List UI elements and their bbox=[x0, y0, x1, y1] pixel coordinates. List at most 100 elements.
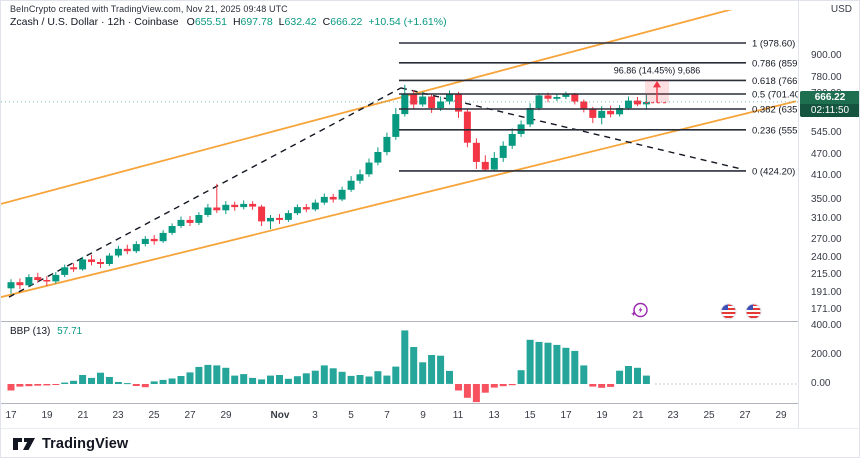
candle-up bbox=[338, 186, 346, 202]
tradingview-logo-icon[interactable] bbox=[12, 435, 36, 453]
candle-up bbox=[177, 216, 185, 229]
candle-up bbox=[625, 96, 632, 110]
bbp-bar bbox=[16, 384, 24, 387]
time-axis-label: 3 bbox=[312, 410, 318, 421]
bbp-bar bbox=[213, 365, 221, 384]
time-axis-label: 21 bbox=[77, 410, 89, 421]
bbp-bar bbox=[195, 366, 203, 384]
ai-event-icon[interactable] bbox=[630, 301, 649, 325]
candle-down bbox=[428, 94, 436, 113]
candle-up bbox=[517, 120, 525, 137]
candle-down bbox=[249, 201, 257, 210]
bbp-bar bbox=[580, 365, 588, 384]
price-axis-label: 545.00 bbox=[811, 127, 842, 138]
price-range-measure[interactable]: 96.86 (14.45%) 9,686 bbox=[614, 65, 701, 104]
candle-up bbox=[132, 241, 140, 254]
candle-down bbox=[97, 258, 104, 268]
candle-up bbox=[347, 176, 355, 192]
bbp-bar bbox=[616, 370, 624, 384]
candle-up bbox=[356, 169, 364, 184]
bbp-bar bbox=[34, 384, 42, 386]
candle-up bbox=[52, 272, 60, 284]
time-axis-label: 17 bbox=[560, 410, 572, 421]
bbp-bar bbox=[258, 379, 266, 384]
indicator-name: BBP (13) bbox=[10, 326, 51, 337]
us-flag-event-icon[interactable] bbox=[745, 303, 762, 325]
bbp-bar bbox=[70, 380, 78, 384]
time-axis-label: Nov bbox=[270, 410, 290, 421]
bbp-bar bbox=[168, 378, 176, 384]
candle-down bbox=[70, 263, 78, 273]
bbp-bar bbox=[320, 365, 328, 384]
bbp-bar bbox=[508, 384, 516, 386]
candle-down bbox=[34, 272, 42, 283]
bbp-bar bbox=[383, 375, 391, 384]
time-axis-label: 19 bbox=[41, 410, 53, 421]
time-axis-label: 27 bbox=[184, 410, 196, 421]
price-axis-label: 240.00 bbox=[811, 252, 842, 263]
candle-up bbox=[7, 279, 15, 294]
bbp-bar bbox=[61, 382, 69, 384]
bbp-bar bbox=[446, 370, 453, 384]
candle-down bbox=[123, 244, 131, 255]
candle-up bbox=[105, 253, 113, 266]
bbp-bar bbox=[284, 378, 292, 384]
time-axis-label: 25 bbox=[703, 410, 715, 421]
bbp-bar bbox=[329, 368, 337, 384]
bbp-bar bbox=[25, 384, 33, 387]
bbp-bar bbox=[293, 376, 301, 384]
ohlc-open: O655.51 bbox=[186, 16, 227, 28]
main-pane: 1 (978.60) 0.786 (859.96) 0.618 (766.82) 0.… bbox=[1, 7, 798, 298]
bbp-bar bbox=[428, 355, 436, 384]
bbp-bar bbox=[302, 373, 310, 384]
bbp-bar bbox=[97, 372, 104, 384]
channel-lower[interactable] bbox=[1, 100, 797, 298]
candle-up bbox=[374, 147, 382, 166]
time-axis[interactable]: 17 19 21 23 25 27 29 Nov 3 5 7 9 11 13 15 17 19 21 23 25 27 2… bbox=[1, 404, 798, 428]
bbp-axis-label: 0.00 bbox=[811, 378, 831, 389]
candle-up bbox=[535, 93, 543, 111]
time-axis-label: 5 bbox=[348, 410, 354, 421]
fib-level-label: 1 (978.60) bbox=[752, 39, 795, 50]
bbp-bar bbox=[490, 384, 498, 388]
time-axis-label: 27 bbox=[739, 410, 751, 421]
ohlc-close: C666.22 bbox=[322, 16, 363, 28]
candle-up bbox=[562, 91, 570, 100]
bbp-bar bbox=[607, 384, 615, 387]
candle-down bbox=[607, 105, 615, 118]
tradingview-logo-text[interactable]: TradingView bbox=[42, 435, 129, 452]
bbp-bar bbox=[356, 375, 364, 384]
candle-up bbox=[168, 223, 176, 235]
time-axis-label: 17 bbox=[5, 410, 17, 421]
channel-upper[interactable] bbox=[1, 7, 741, 205]
price-axis[interactable]: USD 900.00780.00700.00620.00545.00470.00… bbox=[798, 1, 859, 428]
candle-up bbox=[508, 128, 516, 149]
candle-down bbox=[329, 193, 337, 203]
bbp-bar bbox=[481, 384, 489, 393]
bbp-bar bbox=[114, 382, 122, 384]
bbp-bar bbox=[544, 342, 552, 384]
bbp-bar bbox=[455, 384, 462, 391]
candle-up bbox=[61, 264, 69, 278]
bbp-bar bbox=[132, 384, 140, 386]
bbp-bar bbox=[123, 383, 131, 385]
candle-up bbox=[499, 141, 507, 162]
bbp-bar bbox=[347, 375, 355, 384]
candle-up bbox=[195, 212, 203, 225]
indicator-label[interactable]: BBP (13) 57.71 bbox=[10, 326, 82, 337]
rising-trendline[interactable] bbox=[8, 87, 402, 298]
price-change: +10.54 (+1.61%) bbox=[368, 16, 447, 28]
price-axis-label: 215.00 bbox=[811, 269, 842, 280]
time-axis-label: 25 bbox=[148, 410, 160, 421]
bbp-bar bbox=[410, 347, 418, 384]
bbp-bar bbox=[105, 377, 113, 384]
us-flag-event-icon[interactable] bbox=[720, 303, 737, 325]
time-axis-label: 23 bbox=[112, 410, 124, 421]
candle-up bbox=[141, 236, 149, 247]
time-axis-label: 23 bbox=[667, 410, 679, 421]
fib-retracement[interactable]: 1 (978.60) 0.786 (859.96) 0.618 (766.82) 0.… bbox=[399, 39, 798, 178]
symbol-title[interactable]: Zcash / U.S. Dollar · 12h · Coinbase bbox=[10, 16, 179, 28]
price-chart-canvas[interactable]: 1 (978.60) 0.786 (859.96) 0.618 (766.82) 0.… bbox=[1, 1, 798, 428]
bbp-bar bbox=[52, 384, 60, 385]
